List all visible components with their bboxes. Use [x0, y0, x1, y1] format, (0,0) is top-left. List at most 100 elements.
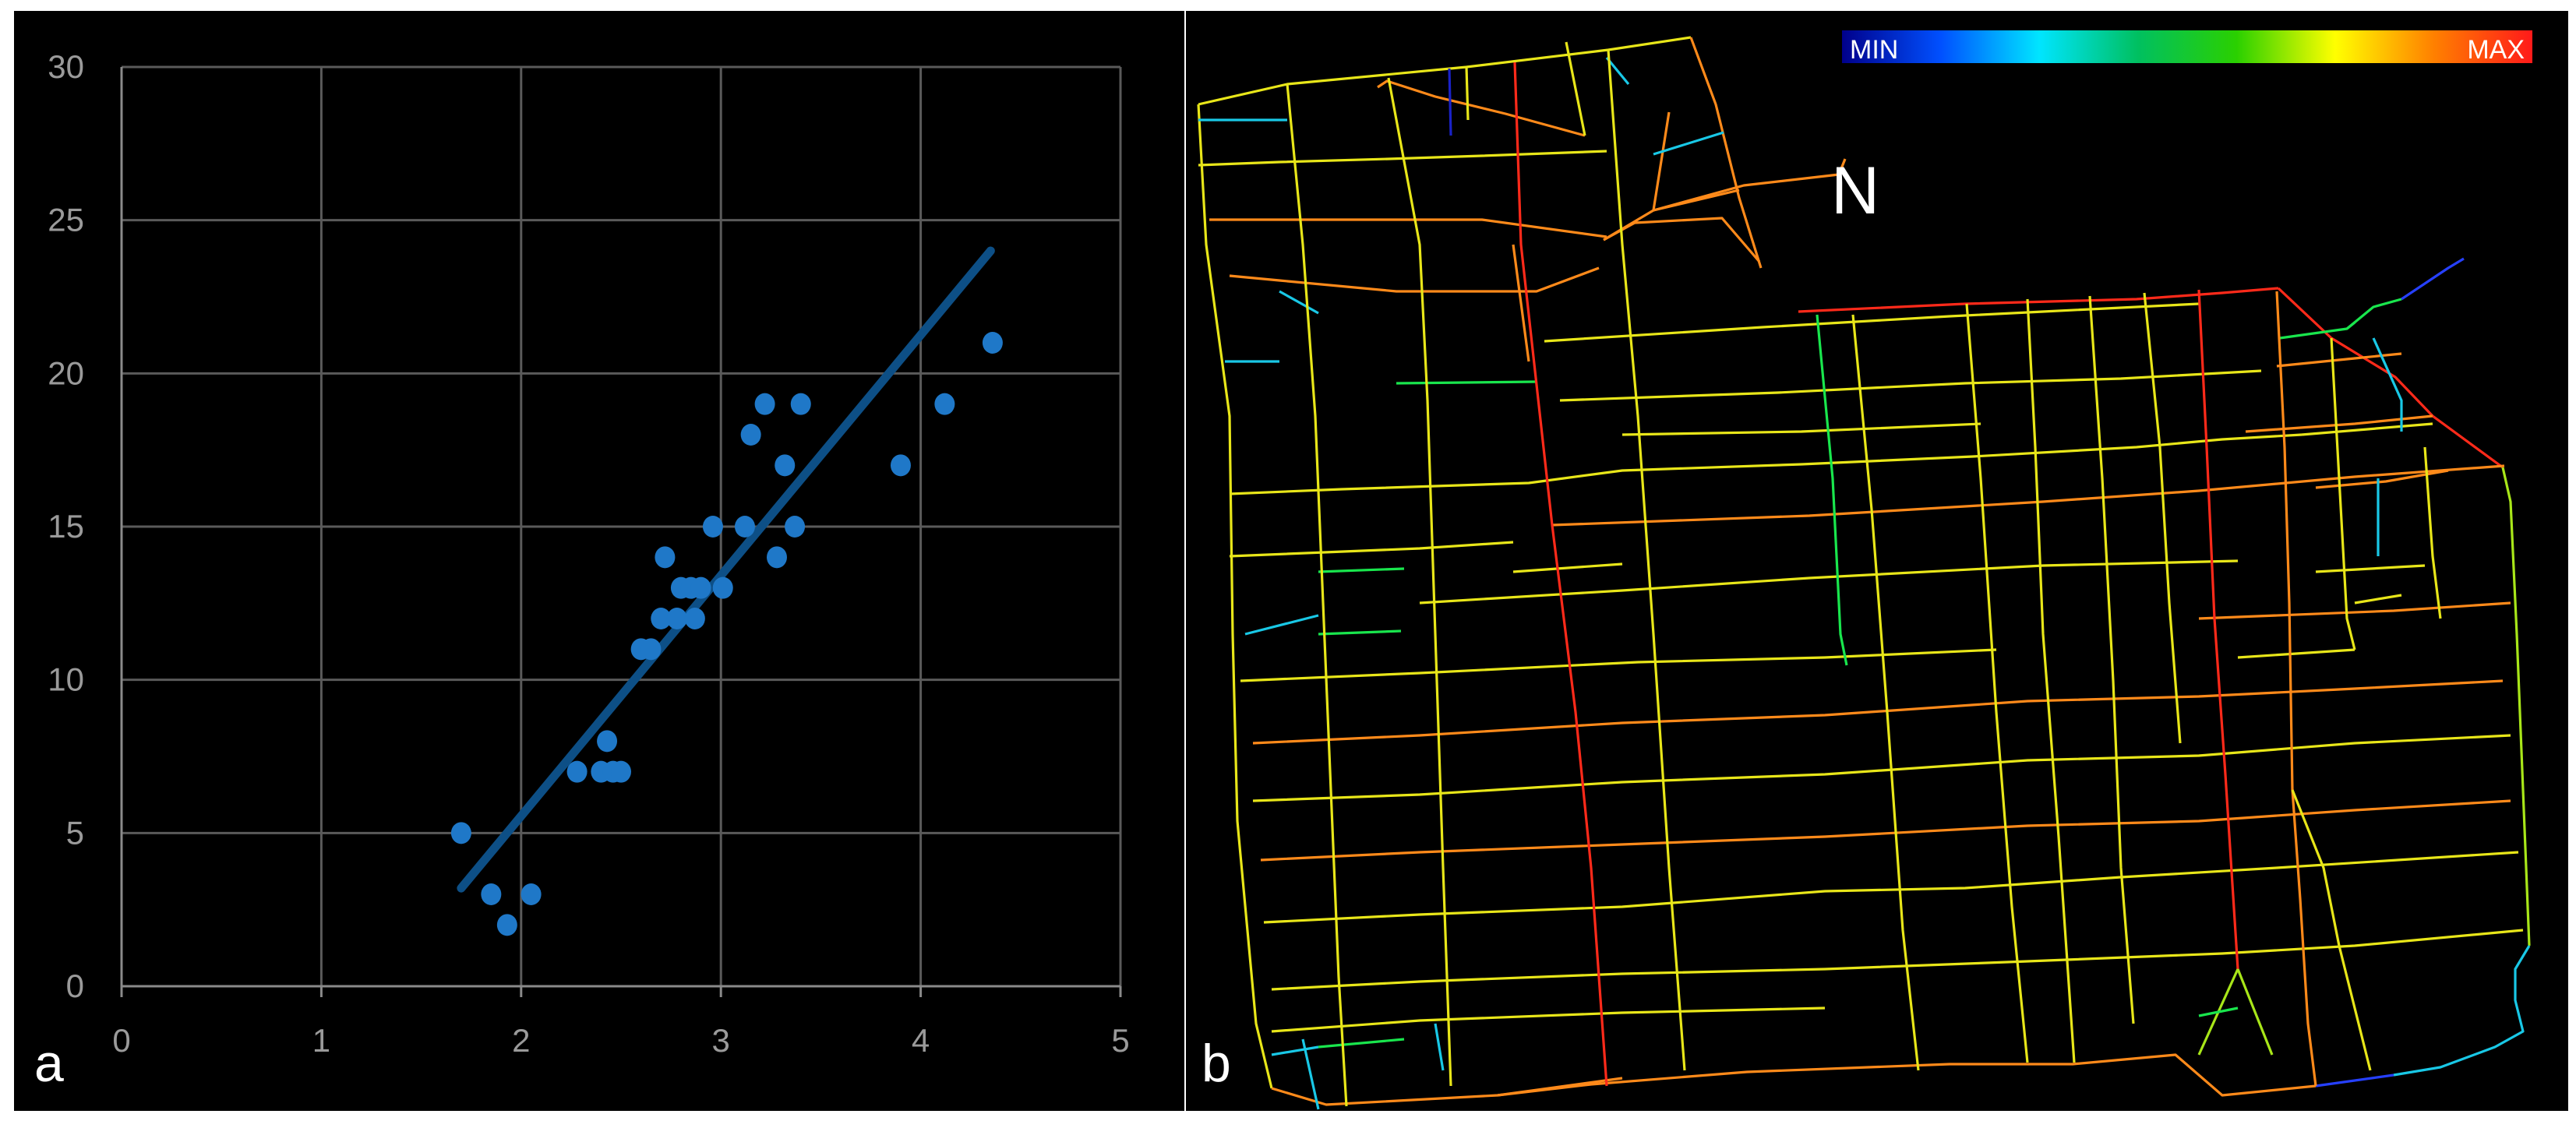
street-segment — [1229, 266, 1600, 293]
legend-max-label: MAX — [2467, 35, 2525, 65]
street-segment — [1965, 303, 2029, 1063]
street-segment — [1318, 567, 1405, 573]
street-segment — [2237, 648, 2355, 659]
street-segment — [1198, 150, 1607, 167]
x-tick-label: 1 — [312, 1022, 330, 1059]
y-tick-label: 30 — [48, 48, 84, 85]
data-point — [790, 393, 811, 415]
street-segment — [1252, 734, 2511, 802]
data-point — [690, 576, 711, 599]
street-segment — [1286, 83, 1348, 1107]
y-tick-label: 0 — [66, 968, 84, 1004]
street-segment — [1229, 541, 1514, 558]
street-segment — [2275, 291, 2317, 1087]
trendline — [457, 246, 995, 893]
x-tick-label: 2 — [512, 1022, 530, 1059]
street-segment — [2088, 295, 2135, 1024]
street-segment — [2401, 257, 2465, 301]
street-segment — [1434, 1023, 1445, 1071]
street-segment — [1551, 464, 2505, 527]
data-point — [934, 393, 955, 415]
street-segment — [1279, 290, 1319, 315]
street-segment — [1229, 433, 2303, 495]
data-point — [496, 914, 517, 936]
y-tick-label: 15 — [48, 508, 84, 545]
street-segment — [1209, 218, 1607, 238]
scatter-chart: 0 1 2 3 4 5 0 5 10 15 20 25 30 — [48, 48, 1129, 1059]
street-segment — [2198, 1006, 2239, 1017]
street-segment — [1419, 559, 2239, 605]
street-segment — [1689, 37, 1763, 269]
street-segment — [2372, 337, 2403, 432]
street-segment — [2345, 298, 2402, 330]
data-point — [890, 454, 911, 477]
street-segment — [2354, 594, 2402, 605]
street-segments — [1197, 36, 2531, 1110]
street-segment — [1271, 1045, 1319, 1056]
street-segment — [1244, 614, 1319, 636]
street-segment — [2197, 289, 2239, 970]
data-point — [611, 760, 631, 783]
street-segment — [1603, 158, 1847, 241]
street-segment — [1544, 302, 2200, 343]
street-segment — [2501, 467, 2531, 947]
data-point — [712, 576, 733, 599]
street-segment — [2423, 446, 2442, 619]
street-segment — [2315, 564, 2426, 573]
street-segment — [1512, 562, 1623, 573]
street-segment — [2198, 601, 2511, 620]
data-point — [640, 638, 662, 661]
street-segment — [1318, 629, 1402, 636]
data-point — [775, 454, 796, 477]
data-point — [655, 546, 676, 569]
street-segment — [1851, 314, 1920, 1071]
street-network-map: MIN MAX N — [1197, 30, 2532, 1110]
y-tick-label: 5 — [66, 814, 84, 851]
data-point — [702, 516, 723, 538]
street-segment — [1260, 799, 2511, 862]
street-segment — [1252, 679, 2504, 745]
street-segment — [2236, 968, 2274, 1056]
street-segment — [1621, 422, 1981, 436]
street-segment — [2277, 287, 2504, 469]
y-tick-label: 10 — [48, 661, 84, 698]
street-segment — [1653, 189, 1740, 212]
data-point — [766, 546, 787, 569]
street-segment — [2143, 292, 2182, 744]
street-segment — [2315, 1073, 2394, 1088]
scatter-chart-panel: 0 1 2 3 4 5 0 5 10 15 20 25 30 a — [14, 11, 1184, 1111]
street-segment — [1197, 104, 1273, 1089]
street-segment — [1607, 49, 1686, 1071]
street-segment — [1559, 369, 2262, 402]
data-point — [982, 332, 1003, 354]
data-point — [684, 608, 705, 629]
legend-min-label: MIN — [1850, 35, 1898, 65]
x-tick-label: 4 — [912, 1022, 930, 1059]
data-point — [597, 730, 618, 753]
street-segment — [1652, 111, 1671, 211]
x-tick-label: 3 — [712, 1022, 730, 1059]
street-segment — [2393, 945, 2531, 1077]
y-tick-label: 20 — [48, 354, 84, 391]
panel-label-b: b — [1202, 1034, 1231, 1093]
street-segment — [1387, 77, 1452, 1087]
data-point — [566, 760, 588, 783]
street-segment — [2330, 337, 2356, 650]
x-tick-label: 5 — [1111, 1022, 1129, 1059]
street-segment — [2301, 422, 2433, 436]
street-segment — [2276, 352, 2402, 368]
north-label: N — [1831, 153, 1879, 228]
street-segment — [1271, 929, 2524, 991]
data-point — [754, 393, 775, 415]
street-segment — [1271, 1006, 1826, 1033]
street-segment — [1565, 41, 1586, 136]
street-segment — [1513, 62, 1608, 1087]
street-segment — [1377, 79, 1586, 137]
data-point — [785, 516, 806, 538]
street-segment — [1653, 131, 1724, 156]
data-point — [450, 822, 471, 844]
street-segment — [1301, 1038, 1320, 1110]
street-segment — [2026, 298, 2076, 1063]
street-segment — [1263, 851, 2519, 924]
street-segment — [1798, 287, 2279, 313]
